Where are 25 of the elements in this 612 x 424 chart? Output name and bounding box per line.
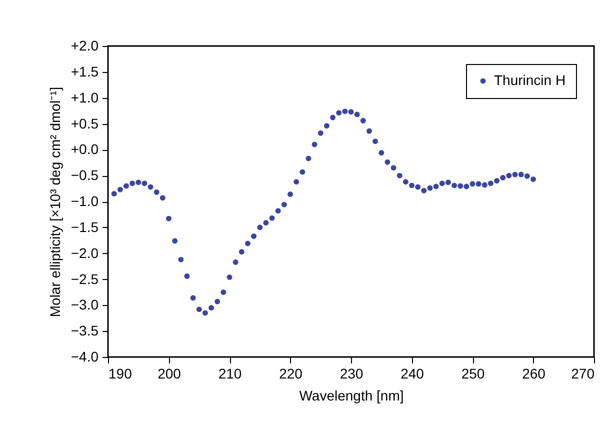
y-tick-label: +1.0 <box>70 89 99 106</box>
x-tick-label: 240 <box>400 366 424 382</box>
y-tick-label: −1.5 <box>70 218 99 235</box>
y-tick-label: −4.0 <box>70 348 99 364</box>
x-tick-label: 190 <box>108 366 132 382</box>
x-tick-label: 210 <box>218 366 242 382</box>
y-tick-label: −2.0 <box>70 244 99 261</box>
y-tick-label: −3.5 <box>70 322 99 339</box>
x-tick-label: 250 <box>461 366 485 382</box>
y-tick-label: −2.5 <box>70 270 99 287</box>
y-tick-label: +2.0 <box>70 38 99 54</box>
y-tick-label: −0.5 <box>70 167 99 184</box>
x-tick-label: 260 <box>522 366 546 382</box>
x-axis-title: Wavelength [nm] <box>299 388 404 404</box>
x-tick-label: 230 <box>340 366 364 382</box>
y-tick-label: −1.0 <box>70 193 99 209</box>
x-tick-label: 200 <box>158 366 182 382</box>
y-tick-label: +0.0 <box>70 141 99 158</box>
x-tick-label: 220 <box>279 366 303 382</box>
y-axis-title: Molar ellipticity [×10³ deg cm² dmol⁻¹] <box>46 86 63 318</box>
y-tick-label: −3.0 <box>70 296 99 313</box>
y-tick-label: +0.5 <box>70 115 99 132</box>
legend-label: Thurincin H <box>494 72 566 88</box>
x-tick-label: 270 <box>571 366 595 382</box>
y-tick-label: +1.5 <box>70 63 99 80</box>
